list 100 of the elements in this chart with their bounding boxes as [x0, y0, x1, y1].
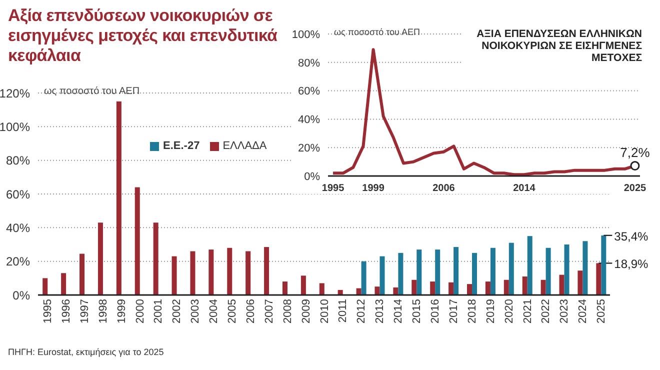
bar: [546, 248, 551, 295]
x-tick-label: 2002: [171, 299, 184, 324]
y-tick-label: 60%: [6, 187, 30, 202]
chart-title: Αξία επενδύσεων νοικοκυριών σε εισηγμένες μετοχές και επενδυτικά κεφάλαια: [8, 6, 278, 65]
x-tick-label: 2000: [134, 299, 146, 324]
x-tick-label: 2005: [226, 299, 239, 324]
x-tick-label: 2017: [448, 299, 460, 324]
x-tick-label: 2022: [540, 299, 552, 324]
bar: [564, 244, 570, 295]
y-tick-label: 40%: [6, 220, 30, 235]
x-tick-label: 2020: [503, 299, 516, 324]
data-label: 7,2%: [620, 144, 650, 160]
bar: [42, 278, 48, 295]
bar: [578, 270, 583, 295]
bar: [601, 235, 606, 295]
bar: [504, 280, 509, 295]
bar: [134, 187, 140, 295]
y-tick-label: 20%: [298, 142, 320, 155]
x-tick-label: 2024: [577, 299, 590, 324]
x-tick-label: 2001: [152, 299, 165, 324]
y-tick-label: 60%: [298, 86, 320, 98]
bar: [393, 287, 398, 295]
data-label: 35,4%: [614, 229, 649, 244]
bar: [540, 280, 546, 295]
x-tick-label: 2004: [208, 299, 220, 324]
x-tick-label: 2016: [430, 299, 442, 324]
bar: [508, 242, 514, 295]
x-tick-label: 1995: [322, 183, 345, 194]
x-tick-label: 2014: [513, 183, 536, 194]
x-tick-label: 2021: [522, 299, 534, 324]
bar: [61, 273, 66, 295]
bar: [374, 286, 380, 295]
bar: [264, 247, 270, 295]
bar: [412, 280, 417, 295]
x-tick-label: 1996: [60, 299, 72, 324]
bar: [596, 263, 602, 295]
x-tick-label: 2025: [596, 299, 608, 324]
bar: [490, 248, 496, 295]
x-tick-label: 2012: [356, 299, 368, 324]
bar: [246, 251, 251, 295]
bar: [485, 282, 490, 295]
bar: [116, 101, 122, 295]
x-tick-label: 2014: [392, 299, 405, 324]
x-tick-label: 2009: [300, 299, 312, 324]
y-tick-label: 80%: [6, 154, 30, 168]
y-tick-label: 100%: [0, 120, 30, 134]
legend-label: ΕΛΛΑΔΑ: [222, 140, 267, 152]
x-tick-label: 2018: [466, 299, 478, 324]
y-tick-label: 100%: [292, 28, 320, 41]
bar: [435, 250, 440, 295]
y-tick-label: 40%: [298, 114, 320, 126]
bar: [227, 248, 232, 295]
y-axis-title: ως ποσοστό του ΑΕΠ: [43, 86, 141, 97]
bar: [416, 250, 422, 295]
bar: [208, 250, 214, 295]
bar: [319, 283, 324, 295]
x-tick-label: 2011: [337, 299, 350, 323]
bar: [282, 282, 288, 295]
bar: [472, 252, 477, 295]
x-tick-label: 2025: [624, 183, 647, 194]
x-tick-label: 2006: [432, 183, 456, 194]
x-tick-label: 2023: [558, 299, 571, 324]
y-tick-label: 0%: [12, 288, 30, 302]
bar: [98, 222, 103, 295]
legend-label: Ε.Ε.-27: [163, 140, 200, 152]
text: ΑΞΙΑ ΕΠΕΝΔΥΣΕΩΝ ΕΛΛΗΝΙΚΩΝ ΝΟΙΚΟΚΥΡΙΩΝ ΣΕ ΕΙΣΗΓΜΕΝΕΣ ΜΕΤΟΧΕΣ: [462, 28, 642, 64]
data-label: 18,9%: [614, 257, 649, 272]
bar: [527, 236, 532, 295]
bar: [522, 276, 528, 295]
x-tick-label: 2008: [282, 299, 294, 324]
bar: [190, 251, 196, 295]
bar: [361, 261, 366, 295]
x-tick-label: 2003: [190, 299, 202, 324]
bar: [300, 276, 306, 295]
bar: [430, 282, 436, 295]
y-axis-title: ως ποσοστό του ΑΕΠ: [333, 27, 421, 37]
bar: [398, 252, 404, 295]
bar: [80, 254, 85, 295]
x-tick-label: 1995: [42, 299, 54, 324]
y-tick-label: 0%: [304, 170, 320, 183]
bar: [448, 282, 454, 295]
x-tick-label: 2007: [263, 299, 276, 324]
y-tick-label: 80%: [298, 57, 320, 70]
x-tick-label: 2013: [374, 299, 386, 324]
x-tick-label: 2015: [411, 299, 424, 324]
bar: [380, 256, 385, 295]
x-tick-label: 2010: [318, 299, 331, 324]
bar: [559, 274, 564, 295]
x-tick-label: 2006: [245, 299, 258, 324]
bar: [153, 222, 158, 295]
x-tick-label: 1998: [97, 299, 110, 324]
y-tick-label: 20%: [6, 254, 30, 269]
bar: [172, 256, 177, 295]
x-tick-label: 1997: [78, 299, 91, 324]
x-tick-label: 2019: [484, 299, 497, 324]
bar: [582, 241, 588, 295]
x-tick-label: 1999: [116, 299, 128, 324]
bar: [467, 284, 472, 295]
text: ΠΗΓΗ: Eurostat, εκτιμήσεις για το 2025: [8, 347, 164, 357]
x-tick-label: 1999: [362, 183, 385, 194]
